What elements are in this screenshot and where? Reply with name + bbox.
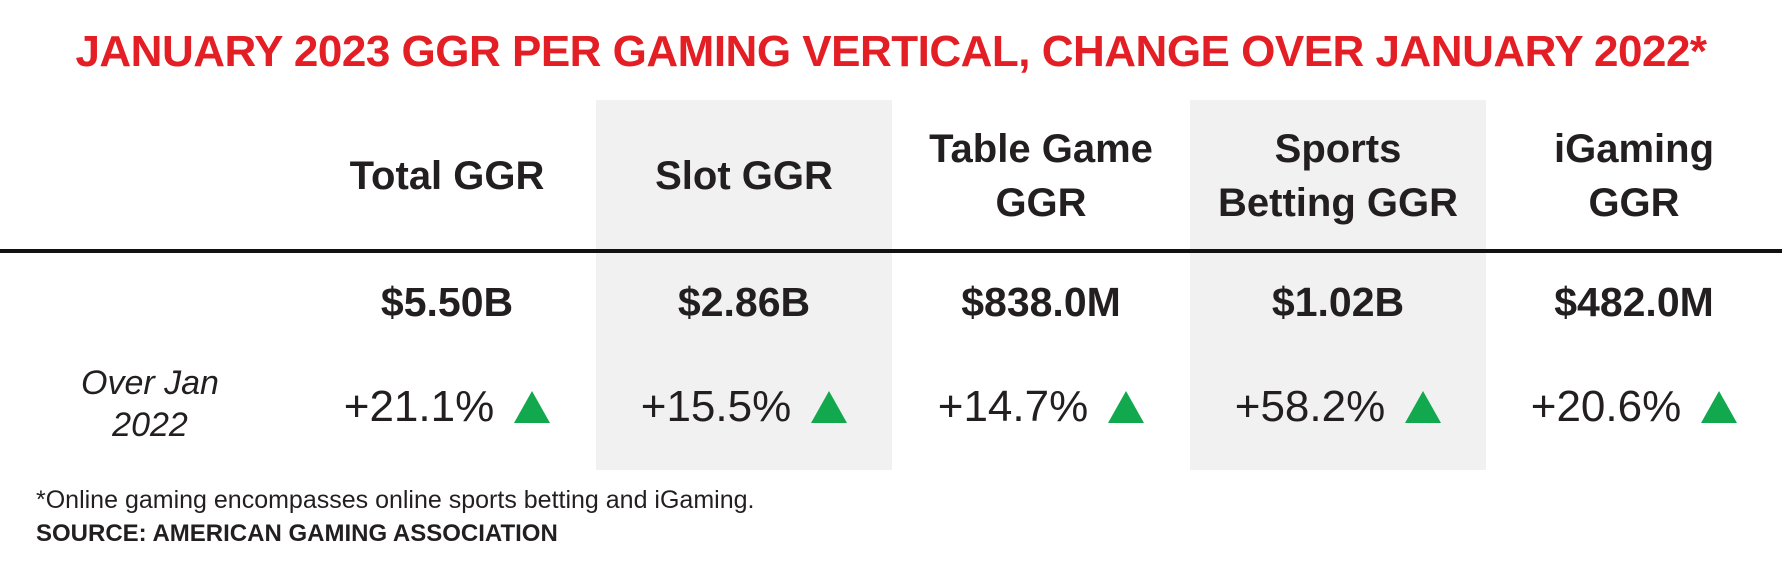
- column-header-slot: Slot GGR: [655, 154, 833, 198]
- triangle-up-icon: [1701, 391, 1738, 423]
- change-table-game: +14.7%: [893, 372, 1189, 442]
- footnote: *Online gaming encompasses online sports…: [36, 486, 755, 514]
- change-igaming-text: +20.6%: [1530, 382, 1682, 431]
- column-header-sports-betting: Sports Betting GGR: [1218, 127, 1458, 225]
- column-header-table-game: Table Game GGR: [929, 127, 1153, 225]
- change-sports-betting-text: +58.2%: [1234, 382, 1386, 431]
- column-header-total: Total GGR: [349, 154, 545, 198]
- value-slot: $2.86B: [677, 279, 811, 325]
- source-credit: SOURCE: AMERICAN GAMING ASSOCIATION: [36, 520, 558, 547]
- triangle-up-icon: [1405, 391, 1442, 423]
- header-divider: [0, 249, 1782, 253]
- change-sports-betting: +58.2%: [1190, 372, 1486, 442]
- change-igaming: +20.6%: [1486, 372, 1782, 442]
- triangle-up-icon: [1108, 391, 1145, 423]
- value-igaming: $482.0M: [1554, 279, 1714, 325]
- change-total-text: +21.1%: [343, 382, 495, 431]
- change-table-game-text: +14.7%: [937, 382, 1089, 431]
- value-sports-betting: $1.02B: [1271, 279, 1405, 325]
- change-slot-text: +15.5%: [640, 382, 792, 431]
- change-total: +21.1%: [299, 372, 595, 442]
- change-row-label: Over Jan 2022: [81, 364, 219, 444]
- triangle-up-icon: [514, 391, 551, 423]
- triangle-up-icon: [811, 391, 848, 423]
- chart-title: JANUARY 2023 GGR PER GAMING VERTICAL, CH…: [75, 27, 1707, 76]
- value-total: $5.50B: [380, 279, 514, 325]
- change-slot: +15.5%: [596, 372, 892, 442]
- column-header-igaming: iGaming GGR: [1553, 127, 1715, 225]
- value-table-game: $838.0M: [961, 279, 1121, 325]
